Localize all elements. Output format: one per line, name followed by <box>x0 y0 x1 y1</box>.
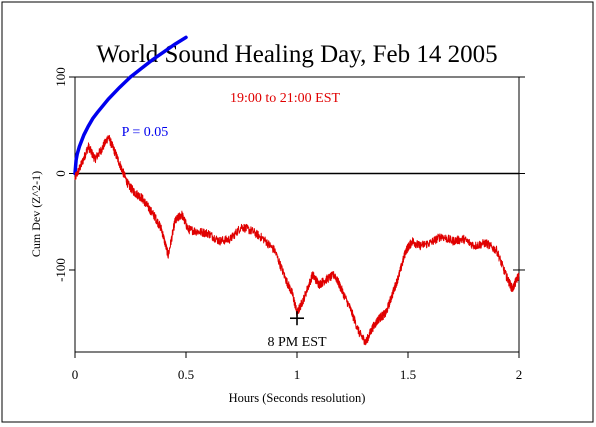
chart-title: World Sound Healing Day, Feb 14 2005 <box>96 41 497 68</box>
x-axis-label: Hours (Seconds resolution) <box>229 391 366 405</box>
y-axis-ticks: 100 0 -100 <box>53 67 525 282</box>
cumulative-deviation-line <box>74 134 520 346</box>
x-tick-label: 0.5 <box>178 367 194 382</box>
annotation-8pm-label: 8 PM EST <box>267 335 327 350</box>
x-tick-label: 0 <box>72 367 79 382</box>
x-tick-label: 1.5 <box>400 367 416 382</box>
x-tick-label: 1 <box>294 367 301 382</box>
chart-subtitle: 19:00 to 21:00 EST <box>230 91 341 106</box>
x-tick-label: 2 <box>516 367 523 382</box>
annotation-plus-marker <box>290 311 304 326</box>
significance-curve <box>73 35 188 176</box>
y-tick-label: -100 <box>53 258 68 282</box>
significance-label: P = 0.05 <box>122 125 169 140</box>
y-tick-label: 0 <box>53 170 68 177</box>
y-axis-label: Cum Dev (Z^2-1) <box>29 171 43 257</box>
x-axis-ticks: 0 0.5 1 1.5 2 <box>72 352 523 382</box>
y-tick-label: 100 <box>53 67 68 87</box>
